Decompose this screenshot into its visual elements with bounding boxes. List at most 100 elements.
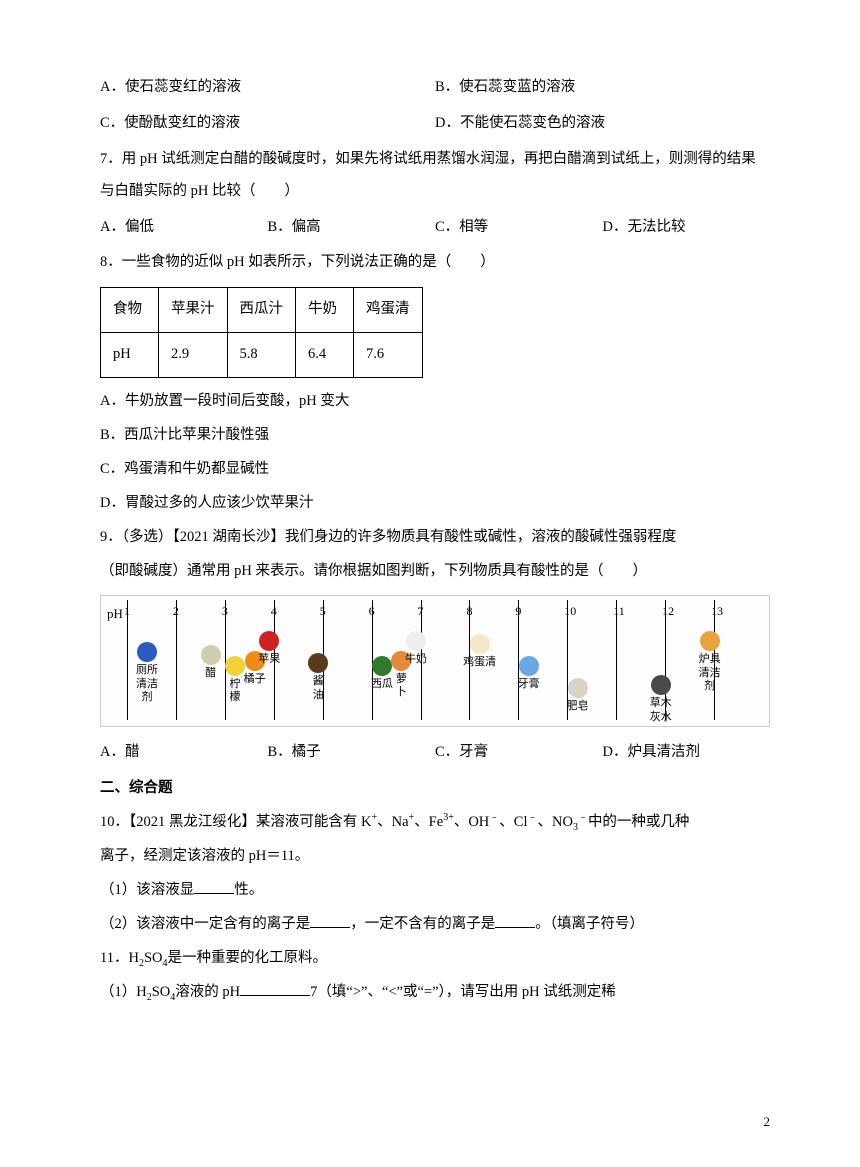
q11-text: SO bbox=[144, 950, 163, 966]
q9-options: A．醋 B．橘子 C．牙膏 D．炉具清洁剂 bbox=[100, 735, 770, 771]
q7-options: A．偏低 B．偏高 C．相等 D．无法比较 bbox=[100, 210, 770, 246]
q10-sub1-text: 性。 bbox=[234, 882, 263, 898]
ph-item-label: 草木 灰水 bbox=[641, 697, 681, 723]
ph-tick-number: 7 bbox=[418, 598, 424, 624]
q6-option-a: A．使石蕊变红的溶液 bbox=[100, 72, 435, 104]
ph-item-icon bbox=[470, 634, 490, 654]
ph-item-label: 厕所 清洁 剂 bbox=[127, 664, 167, 704]
ph-item-label: 牛奶 bbox=[396, 653, 436, 666]
q7-option-c: C．相等 bbox=[435, 212, 603, 244]
ph-tick-number: 12 bbox=[662, 598, 674, 624]
table-cell: 苹果汁 bbox=[159, 288, 228, 333]
q8-option-c: C．鸡蛋清和牛奶都显碱性 bbox=[100, 454, 770, 486]
q10-sub2-text: （2）该溶液中一定含有的离子是 bbox=[100, 916, 310, 932]
sub-3: 3 bbox=[573, 822, 578, 833]
q8-table: 食物 苹果汁 西瓜汁 牛奶 鸡蛋清 pH 2.9 5.8 6.4 7.6 bbox=[100, 287, 423, 378]
q8-stem: 8．一些食物的近似 pH 如表所示，下列说法正确的是（ ） bbox=[100, 247, 770, 279]
table-cell: 2.9 bbox=[159, 333, 228, 378]
q10-sub1-text: （1）该溶液显 bbox=[100, 882, 194, 898]
q11-text: 11．H bbox=[100, 950, 139, 966]
table-cell: 食物 bbox=[101, 288, 159, 333]
q7-option-d: D．无法比较 bbox=[603, 212, 771, 244]
q11-sub1-text: （1）H bbox=[100, 984, 147, 1000]
ph-item: 肥皂 bbox=[558, 676, 598, 713]
q7-option-a: A．偏低 bbox=[100, 212, 268, 244]
q8-option-b: B．西瓜汁比苹果汁酸性强 bbox=[100, 420, 770, 452]
section-2-heading: 二、综合题 bbox=[100, 773, 770, 805]
table-cell: 西瓜汁 bbox=[227, 288, 296, 333]
q10-stem: 10．【2021 黑龙江绥化】某溶液可能含有 K+、Na+、Fe3+、OH﹣、C… bbox=[100, 807, 770, 839]
q8-option-d: D．胃酸过多的人应该少饮苹果汁 bbox=[100, 488, 770, 520]
q6-option-d: D．不能使石蕊变色的溶液 bbox=[435, 108, 770, 140]
blank-input[interactable] bbox=[240, 981, 310, 996]
ph-item: 草木 灰水 bbox=[641, 673, 681, 723]
q10-sub1: （1）该溶液显 性。 bbox=[100, 875, 770, 907]
ph-item-label: 炉具 清洁 剂 bbox=[690, 653, 730, 693]
q10-text: 、Na bbox=[377, 814, 408, 830]
q10-stem-line2: 离子，经测定该溶液的 pH＝11。 bbox=[100, 841, 770, 873]
ph-tick-number: 1 bbox=[124, 598, 130, 624]
table-row: 食物 苹果汁 西瓜汁 牛奶 鸡蛋清 bbox=[101, 288, 423, 333]
ph-item-icon bbox=[406, 631, 426, 651]
q6-option-c: C．使酚酞变红的溶液 bbox=[100, 108, 435, 140]
blank-input[interactable] bbox=[194, 880, 234, 895]
sup-3plus: 3+ bbox=[443, 812, 454, 823]
sup-minus: ﹣ bbox=[527, 812, 537, 823]
q10-text: 、NO bbox=[537, 814, 572, 830]
ph-scale-chart: pH 12345678910111213厕所 清洁 剂醋柠 檬橘子苹果酱 油西瓜… bbox=[100, 595, 770, 727]
q10-text: 、Cl bbox=[499, 814, 527, 830]
q10-text: 中的一种或几种 bbox=[588, 814, 690, 830]
ph-item-icon bbox=[519, 656, 539, 676]
ph-item-label: 酱 油 bbox=[298, 675, 338, 701]
table-cell: pH bbox=[101, 333, 159, 378]
ph-item: 苹果 bbox=[249, 629, 289, 666]
ph-tick-number: 9 bbox=[515, 598, 521, 624]
blank-input[interactable] bbox=[495, 913, 535, 928]
table-cell: 鸡蛋清 bbox=[354, 288, 423, 333]
ph-tick-number: 13 bbox=[711, 598, 723, 624]
q9-stem-line2: （即酸碱度）通常用 pH 来表示。请你根据如图判断，下列物质具有酸性的是（ ） bbox=[100, 556, 770, 588]
ph-item: 牙膏 bbox=[509, 654, 549, 691]
table-cell: 6.4 bbox=[296, 333, 354, 378]
ph-tick-number: 6 bbox=[369, 598, 375, 624]
q10-text: 10．【2021 黑龙江绥化】某溶液可能含有 K bbox=[100, 814, 371, 830]
q9-option-d: D．炉具清洁剂 bbox=[603, 737, 771, 769]
q9-stem-line1: 9．（多选）【2021 湖南长沙】我们身边的许多物质具有酸性或碱性，溶液的酸碱性… bbox=[100, 522, 770, 554]
q10-sub2-text: ，一定不含有的离子是 bbox=[350, 916, 495, 932]
q11-sub1: （1）H2SO4溶液的 pH7（填“>”、“<”或“=”），请写出用 pH 试纸… bbox=[100, 977, 770, 1009]
ph-item-label: 橘子 bbox=[235, 673, 275, 686]
ph-tick-number: 3 bbox=[222, 598, 228, 624]
q10-sub2: （2）该溶液中一定含有的离子是 ，一定不含有的离子是 。（填离子符号） bbox=[100, 909, 770, 941]
q10-text: 、OH bbox=[454, 814, 489, 830]
ph-tick-number: 11 bbox=[613, 598, 625, 624]
sup-minus: ﹣ bbox=[578, 812, 588, 823]
q9-option-a: A．醋 bbox=[100, 737, 268, 769]
ph-tick-number: 2 bbox=[173, 598, 179, 624]
q7-option-b: B．偏高 bbox=[268, 212, 436, 244]
ph-item: 厕所 清洁 剂 bbox=[127, 640, 167, 704]
q10-sub2-text: 。（填离子符号） bbox=[535, 916, 644, 932]
table-cell: 牛奶 bbox=[296, 288, 354, 333]
sup-minus: ﹣ bbox=[489, 812, 499, 823]
q11-sub1-text: SO bbox=[152, 984, 171, 1000]
table-cell: 5.8 bbox=[227, 333, 296, 378]
ph-tick-number: 8 bbox=[466, 598, 472, 624]
ph-item-icon bbox=[568, 678, 588, 698]
ph-item-icon bbox=[651, 675, 671, 695]
ph-tick-number: 10 bbox=[564, 598, 576, 624]
q6-option-b: B．使石蕊变蓝的溶液 bbox=[435, 72, 770, 104]
ph-item-icon bbox=[259, 631, 279, 651]
ph-tick-number: 5 bbox=[320, 598, 326, 624]
q7-stem: 7．用 pH 试纸测定白醋的酸碱度时，如果先将试纸用蒸馏水润湿，再把白醋滴到试纸… bbox=[100, 144, 770, 208]
ph-item: 牛奶 bbox=[396, 629, 436, 666]
q11-text: 是一种重要的化工原料。 bbox=[167, 950, 327, 966]
ph-item-label: 肥皂 bbox=[558, 700, 598, 713]
q9-option-b: B．橘子 bbox=[268, 737, 436, 769]
ph-item-icon bbox=[137, 642, 157, 662]
table-cell: 7.6 bbox=[354, 333, 423, 378]
blank-input[interactable] bbox=[310, 913, 350, 928]
q8-option-a: A．牛奶放置一段时间后变酸，pH 变大 bbox=[100, 386, 770, 418]
q9-option-c: C．牙膏 bbox=[435, 737, 603, 769]
q6-options: A．使石蕊变红的溶液 B．使石蕊变蓝的溶液 C．使酚酞变红的溶液 D．不能使石蕊… bbox=[100, 70, 770, 142]
table-row: pH 2.9 5.8 6.4 7.6 bbox=[101, 333, 423, 378]
